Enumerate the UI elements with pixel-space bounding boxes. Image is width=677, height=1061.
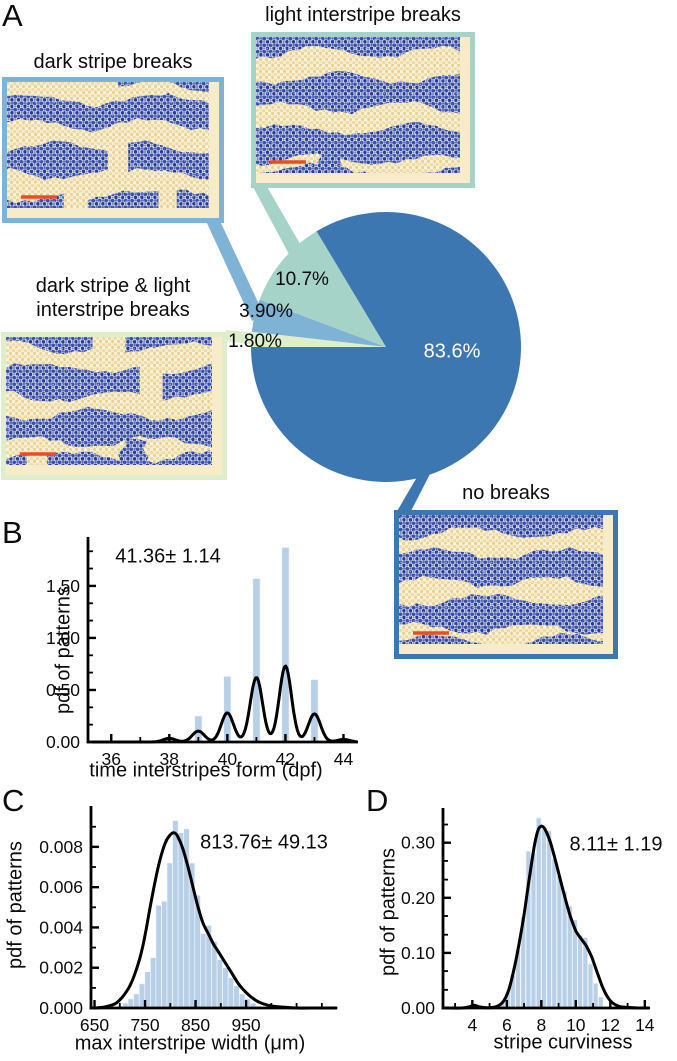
svg-text:0.30: 0.30 [401,833,435,853]
leader-dark-and-light-breaks [226,330,257,345]
svg-text:0.00: 0.00 [401,998,435,1018]
annotation-b-mean-sd: 41.36± 1.14 [115,545,221,568]
axes: 4 6 8 10 12 14 0.00 0.10 0.20 0.30 [401,808,655,1035]
box-label-light-interstripe-breaks: light interstripe breaks [265,4,461,26]
svg-text:1.00: 1.00 [46,628,80,648]
histogram-panel-B: 36 38 40 42 44 0.00 0.50 1.00 1.50 [46,537,358,769]
box-label-no-breaks: no breaks [462,482,550,504]
leader-dark-stripe-breaks [206,221,264,321]
svg-text:4: 4 [467,1015,477,1035]
svg-text:0.004: 0.004 [39,917,83,937]
x-axis-label-b: time interstripes form (dpf) [89,759,323,782]
pie-percent-label-dark-and-light-breaks: 1.80% [228,331,282,352]
x-axis-label-d: stripe curviness [493,1031,633,1054]
svg-text:0.000: 0.000 [39,998,83,1018]
svg-text:0.20: 0.20 [401,888,435,908]
histogram-bars [165,547,348,743]
svg-text:0.10: 0.10 [401,943,435,963]
svg-text:0.002: 0.002 [39,958,83,978]
axes: 650 750 850 950 0.000 0.002 0.004 0.006 0.008 [39,806,337,1035]
svg-text:950: 950 [231,1015,260,1035]
pie-percent-label-no-breaks: 83.6% [423,340,481,363]
box-label-dark-and-light-breaks-line1: dark stripe & light [35,275,191,297]
svg-text:0.006: 0.006 [39,877,83,897]
svg-text:0.008: 0.008 [39,837,83,857]
pattern-image-no-breaks [394,510,618,659]
leader-light-interstripe-breaks [252,185,303,258]
pattern-image-dark-stripe-breaks [2,77,224,223]
pie-slice-no-breaks [251,211,521,482]
kde-curve [91,831,338,1010]
svg-text:750: 750 [130,1015,159,1035]
y-axis-label-b: pdf of patterns [52,586,75,714]
pie-percent-label-light-interstripe-breaks: 10.7% [275,269,329,290]
panel-letter-a: A [2,0,23,33]
y-axis-label-d: pdf of patterns [377,848,400,976]
pie-slice-dark-stripe-breaks [251,299,386,347]
svg-text:12: 12 [601,1015,620,1035]
stripe-pattern [256,37,460,173]
svg-text:6: 6 [502,1015,512,1035]
svg-text:14: 14 [635,1015,655,1035]
svg-text:44: 44 [334,749,354,769]
svg-text:0.00: 0.00 [46,732,80,752]
pie-percent-label-dark-stripe-breaks: 3.90% [239,301,293,322]
stripe-pattern [6,337,212,465]
stripe-pattern [7,82,209,208]
leader-no-breaks [396,472,431,513]
svg-text:0.50: 0.50 [46,680,80,700]
stripe-pattern [399,515,603,644]
pattern-image-light-interstripe-breaks [251,32,475,188]
pie-slice-dark-stripe-light-interstripe-breaks [251,331,386,347]
histogram-panel-C: 650 750 850 950 0.000 0.002 0.004 0.006 0.008 [39,806,338,1035]
pattern-image-dark-and-light-breaks [1,332,227,480]
pie-slice-light-interstripe-breaks [259,231,386,347]
svg-text:650: 650 [80,1015,109,1035]
panel-letter-d: D [366,783,389,818]
svg-text:38: 38 [160,749,179,769]
x-axis-label-c: max interstripe width (μm) [74,1032,306,1055]
svg-text:850: 850 [181,1015,210,1035]
box-label-dark-and-light-breaks-line2: interstripe breaks [36,299,190,321]
annotation-d-mean-sd: 8.11± 1.19 [569,833,663,856]
svg-text:8: 8 [536,1015,546,1035]
panel-letter-c: C [2,783,25,818]
histogram-panel-D: 4 6 8 10 12 14 0.00 0.10 0.20 0.30 [401,808,655,1035]
svg-text:36: 36 [101,749,120,769]
svg-text:40: 40 [218,749,238,769]
svg-text:1.50: 1.50 [46,576,80,596]
svg-text:10: 10 [566,1015,586,1035]
svg-text:42: 42 [276,749,295,769]
annotation-c-mean-sd: 813.76± 49.13 [200,831,328,854]
panel-letter-b: B [2,515,23,550]
y-axis-label-c: pdf of patterns [4,841,27,969]
pie-chart [251,211,521,482]
axes: 36 38 40 42 44 0.00 0.50 1.00 1.50 [46,537,358,769]
pie-leader-lines [206,185,431,513]
box-label-dark-stripe-breaks: dark stripe breaks [33,51,193,73]
